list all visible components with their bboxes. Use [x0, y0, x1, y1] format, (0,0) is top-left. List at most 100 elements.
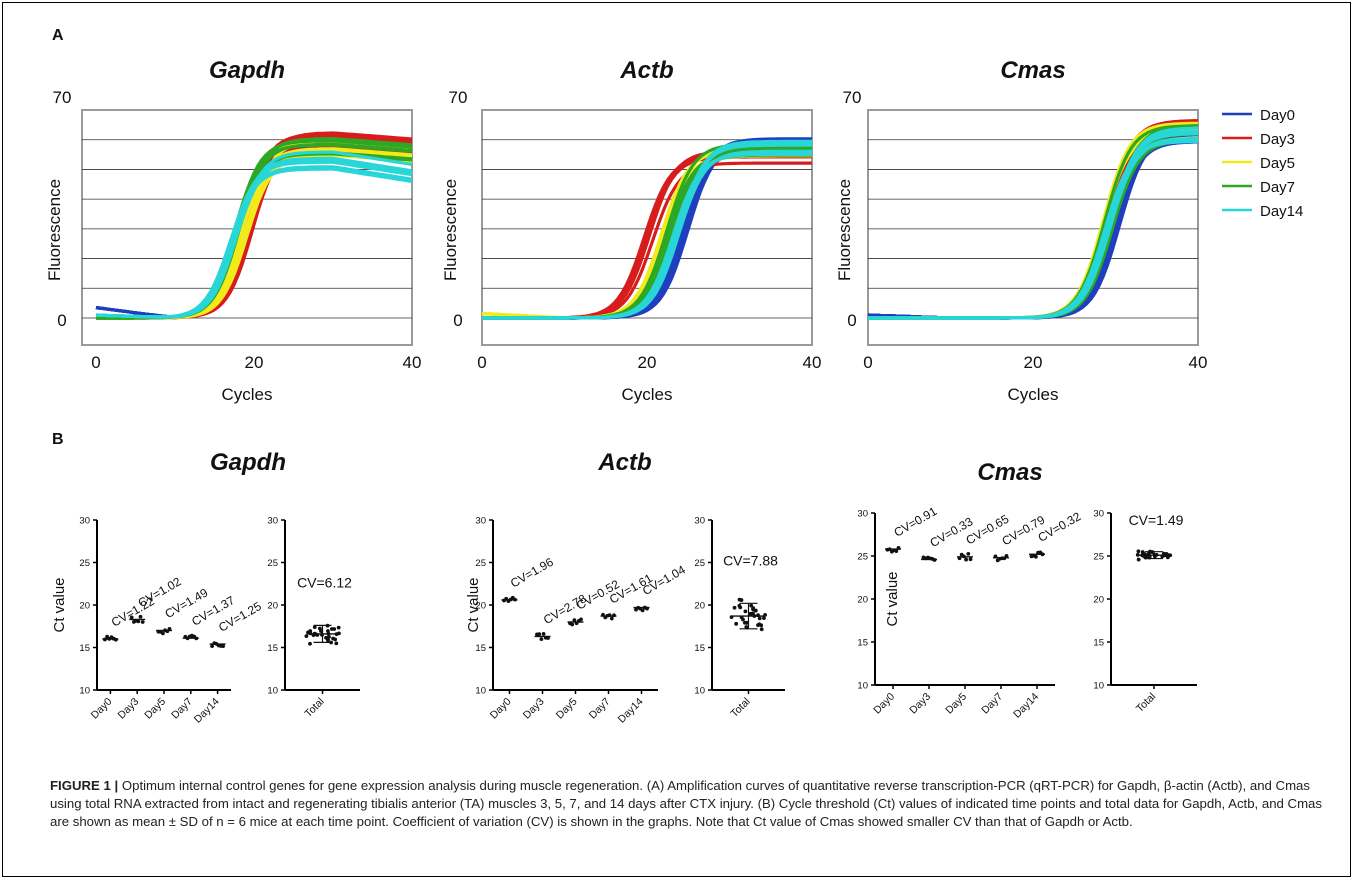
ct-cmas-title: Cmas [977, 459, 1042, 486]
ct-actb-total-point [759, 627, 764, 632]
legend-label-day14: Day14 [1260, 203, 1303, 220]
ct-gapdh-days-ytick-label: 10 [79, 686, 90, 697]
ct-actb-total-point [732, 605, 737, 610]
ct-gapdh-title: Gapdh [210, 449, 286, 476]
ct-actb-total-point [762, 616, 766, 620]
ct-gapdh-point-day3 [140, 620, 145, 624]
amp-actb-ytick-0: 0 [453, 311, 462, 330]
ct-actb-point-day5 [572, 618, 577, 623]
ct-actb-point-day14 [640, 608, 645, 613]
ct-cmas-total-ytick-label: 10 [1093, 681, 1104, 692]
ct-actb-xlabel-day7: Day7 [587, 696, 613, 722]
amp-gapdh-xtick-20: 20 [245, 353, 264, 372]
panel-a-label: A [52, 27, 64, 44]
ct-cmas-point-day5 [966, 551, 971, 556]
ct-actb-title: Actb [597, 449, 651, 476]
ct-gapdh-days-ytick-label: 30 [79, 516, 90, 527]
ct-cmas-point-day0 [894, 549, 899, 553]
ct-actb-total-point [757, 616, 762, 621]
ct-cmas-total-ytick-label: 15 [1093, 638, 1104, 649]
amp-cmas-title: Cmas [1000, 57, 1065, 84]
amp-actb-xtick-20: 20 [638, 353, 657, 372]
ct-actb-total-point [757, 622, 762, 627]
ct-gapdh-total-ytick-label: 25 [267, 558, 278, 569]
ct-actb-total-ytick-label: 20 [694, 601, 705, 612]
ct-gapdh-total-point [336, 625, 341, 630]
ct-actb-total-cv: CV=7.88 [723, 552, 778, 568]
amp-cmas-ylabel: Fluorescence [835, 179, 854, 281]
ct-gapdh-days-ytick-label: 25 [79, 558, 90, 569]
ct-cmas-days-ytick-label: 15 [857, 638, 868, 649]
ct-cmas-total-point [1165, 555, 1170, 560]
legend-label-day0: Day0 [1260, 107, 1295, 124]
ct-actb-total-point [749, 603, 754, 608]
ct-actb-point-day7 [609, 616, 614, 621]
ct-gapdh-total-point [304, 634, 309, 638]
ct-gapdh-point-day14 [221, 644, 226, 648]
amp-actb-xtick-40: 40 [803, 353, 822, 372]
amp-actb-curve-day14 [482, 143, 812, 320]
ct-actb-xlabel-day5: Day5 [554, 696, 580, 722]
amp-gapdh-xtick-40: 40 [403, 353, 422, 372]
amp-cmas-curve-day14 [868, 139, 1199, 320]
ct-gapdh-point-day3 [136, 619, 141, 624]
amp-gapdh-ytick-70: 70 [53, 88, 72, 107]
ct-actb-total-xlabel: Total [728, 696, 752, 720]
amp-actb-ylabel: Fluorescence [441, 179, 460, 281]
amp-actb-xtick-0: 0 [477, 353, 486, 372]
ct-actb-days-ytick-label: 10 [475, 686, 486, 697]
ct-cmas-total-xlabel: Total [1134, 691, 1158, 715]
amp-gapdh-ylabel: Fluorescence [45, 179, 64, 281]
ct-actb-total-point [742, 620, 747, 625]
ct-gapdh-total-point [308, 629, 313, 633]
ct-actb-point-day3 [537, 632, 542, 637]
amp-cmas-xtick-0: 0 [863, 353, 872, 372]
ct-actb-total-point [741, 617, 745, 622]
ct-actb-point-day3 [539, 637, 544, 642]
ct-cmas-days-ytick-label: 30 [857, 509, 868, 520]
amp-gapdh-ytick-0: 0 [57, 311, 66, 330]
ct-cmas-total-ytick-label: 25 [1093, 552, 1104, 563]
amp-cmas-xtick-20: 20 [1024, 353, 1043, 372]
amp-gapdh-curve-day14 [95, 165, 413, 319]
ct-gapdh-xlabel-day3: Day3 [116, 696, 142, 722]
ct-cmas-days-ytick-label: 10 [857, 681, 868, 692]
ct-cmas-point-day5 [964, 557, 968, 562]
ct-gapdh-total-ytick-label: 30 [267, 516, 278, 527]
ct-gapdh-total-ytick-label: 10 [267, 686, 278, 697]
ct-gapdh-total-ytick-label: 20 [267, 601, 278, 612]
ct-actb-days-ytick-label: 25 [475, 558, 486, 569]
ct-gapdh-total-point [334, 641, 339, 646]
ct-gapdh-total-cv: CV=6.12 [297, 574, 352, 590]
ct-gapdh-xlabel-day14: Day14 [192, 696, 222, 726]
ct-actb-total-ytick-label: 25 [694, 558, 705, 569]
ct-actb-xlabel-day14: Day14 [616, 696, 646, 726]
ct-actb-days-ytick-label: 30 [475, 516, 486, 527]
ct-cmas-point-day5 [968, 557, 973, 562]
amp-cmas-ytick-70: 70 [843, 88, 862, 107]
ct-cmas-xlabel-day5: Day5 [943, 691, 969, 717]
ct-cmas-xlabel-day3: Day3 [907, 691, 933, 717]
ct-actb-total-point [744, 625, 749, 629]
legend-label-day7: Day7 [1260, 179, 1295, 196]
ct-cmas-point-day7 [1004, 554, 1009, 558]
caption-text: Optimum internal control genes for gene … [50, 778, 1322, 829]
ct-actb-total-ytick-label: 15 [694, 643, 705, 654]
amp-actb-ytick-70: 70 [449, 88, 468, 107]
ct-gapdh-total-point [333, 637, 338, 642]
ct-actb-total-ytick-label: 10 [694, 686, 705, 697]
ct-gapdh-days-ytick-label: 20 [79, 601, 90, 612]
amp-cmas-ytick-0: 0 [847, 311, 856, 330]
ct-gapdh-point-day3 [138, 614, 143, 619]
caption-figure-label: FIGURE 1 | [50, 778, 119, 793]
ct-gapdh-point-day5 [161, 631, 165, 636]
ct-cmas-total-point [1136, 549, 1141, 554]
ct-gapdh-point-day14 [210, 644, 215, 648]
amp-gapdh-title: Gapdh [209, 57, 285, 84]
ct-actb-total-point [751, 607, 755, 612]
ct-actb-point-day5 [570, 622, 575, 627]
ct-actb-total-ytick-label: 30 [694, 516, 705, 527]
